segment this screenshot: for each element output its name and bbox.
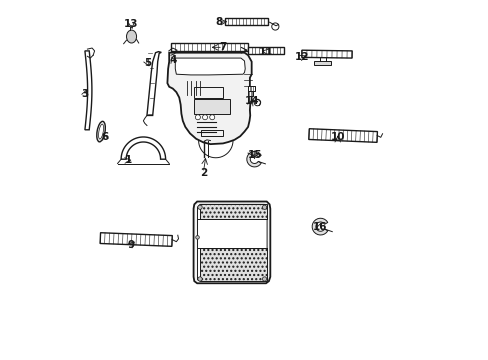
Polygon shape: [247, 91, 253, 96]
Text: 15: 15: [247, 150, 262, 160]
Text: 14: 14: [244, 96, 259, 106]
Polygon shape: [247, 86, 254, 91]
Polygon shape: [85, 51, 92, 130]
Polygon shape: [311, 218, 327, 235]
Circle shape: [202, 115, 207, 120]
Polygon shape: [301, 50, 351, 58]
Polygon shape: [200, 248, 266, 281]
Circle shape: [195, 235, 199, 239]
Polygon shape: [247, 46, 284, 54]
Text: 16: 16: [312, 222, 326, 231]
Polygon shape: [147, 51, 161, 116]
Circle shape: [195, 115, 200, 120]
Text: 12: 12: [294, 52, 308, 62]
Ellipse shape: [99, 124, 103, 139]
Circle shape: [198, 205, 202, 210]
Polygon shape: [194, 99, 230, 114]
Text: 9: 9: [128, 239, 135, 249]
Polygon shape: [200, 204, 266, 220]
Polygon shape: [175, 58, 244, 75]
Polygon shape: [246, 152, 261, 167]
Circle shape: [198, 277, 202, 281]
Ellipse shape: [97, 121, 105, 142]
Circle shape: [262, 277, 266, 281]
Text: 5: 5: [144, 58, 151, 68]
Text: 10: 10: [330, 132, 344, 142]
Text: 11: 11: [258, 46, 273, 57]
Text: 13: 13: [124, 19, 139, 29]
Polygon shape: [314, 61, 330, 65]
Polygon shape: [308, 129, 377, 142]
Ellipse shape: [126, 30, 136, 43]
Text: 3: 3: [81, 89, 88, 99]
Text: 1: 1: [124, 155, 131, 165]
Polygon shape: [100, 233, 172, 246]
Text: 6: 6: [101, 132, 108, 142]
Text: 8: 8: [215, 17, 223, 27]
Polygon shape: [224, 18, 267, 25]
Polygon shape: [193, 202, 270, 283]
Polygon shape: [121, 137, 165, 159]
Polygon shape: [197, 204, 266, 281]
Text: 4: 4: [169, 55, 176, 65]
Polygon shape: [171, 43, 247, 51]
Circle shape: [262, 205, 266, 210]
Text: 7: 7: [219, 42, 226, 52]
Circle shape: [209, 115, 214, 120]
Text: 2: 2: [199, 168, 206, 178]
Polygon shape: [167, 53, 251, 144]
